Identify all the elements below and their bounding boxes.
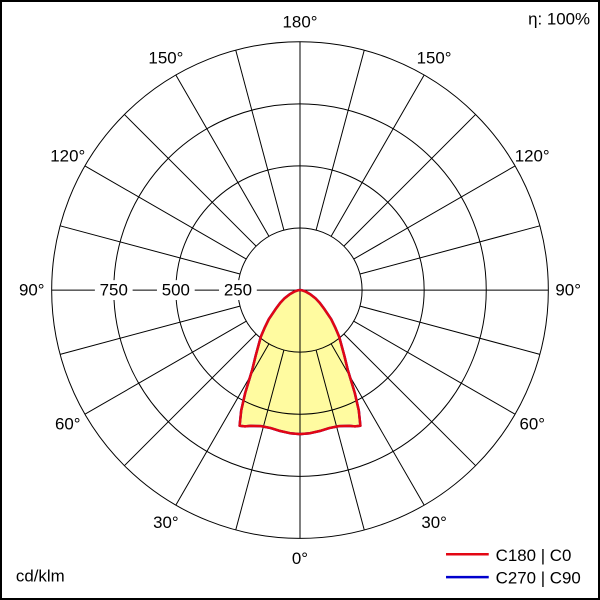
angle-tick-label: 120°	[515, 146, 550, 165]
angle-tick-label: 30°	[153, 513, 179, 532]
axis-label-layer: 250 500 750 0° 30° 30° 60° 60° 90° 90° 120° 120° 150…	[19, 12, 581, 567]
angle-tick-label: 60°	[519, 415, 545, 434]
legend-label-c270-c90: C270 | C90	[496, 569, 581, 588]
efficiency-label: η: 100%	[528, 9, 590, 28]
distribution-curve-layer	[238, 288, 362, 436]
angle-tick-label: 150°	[417, 48, 452, 67]
angle-tick-label: 60°	[55, 415, 81, 434]
radial-tick-label: 500	[162, 281, 190, 300]
polar-grid-layer	[51, 41, 549, 539]
radial-tick-label: 750	[100, 281, 128, 300]
legend-label-c180-c0: C180 | C0	[496, 546, 572, 565]
angle-tick-label: 0°	[292, 549, 308, 568]
angle-tick-label: 150°	[148, 48, 183, 67]
angle-tick-label: 90°	[19, 281, 45, 300]
distribution-curve	[238, 288, 362, 436]
unit-label: cd/klm	[16, 567, 65, 586]
angle-tick-label: 30°	[421, 513, 447, 532]
legend: C180 | C0 C270 | C90	[446, 546, 581, 588]
angle-tick-label: 180°	[283, 12, 318, 31]
radial-tick-label: 250	[224, 281, 252, 300]
angle-tick-label: 120°	[50, 146, 85, 165]
angle-tick-label: 90°	[555, 281, 581, 300]
